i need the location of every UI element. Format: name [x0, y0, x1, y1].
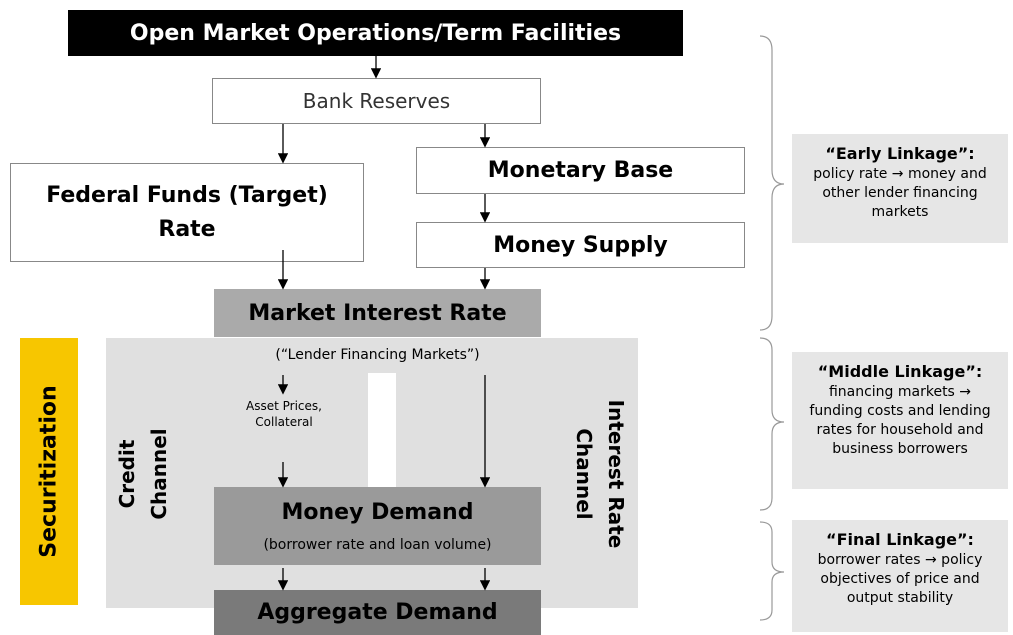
aggregate-demand-box: Aggregate Demand	[214, 590, 541, 635]
linkage-line: other lender financing	[822, 185, 978, 201]
securitization-box	[20, 338, 78, 605]
linkage-box: “Final Linkage”: borrower rates → policy o…	[792, 520, 1008, 632]
market-rate-box: Market Interest Rate	[214, 289, 541, 337]
label: Money Supply	[493, 232, 668, 258]
label: Collateral	[255, 415, 313, 429]
label: (borrower rate and loan volume)	[263, 536, 492, 553]
linkage-line: markets	[871, 204, 929, 220]
open-market-box: Open Market Operations/Term Facilities	[68, 10, 683, 56]
linkage-line: business borrowers	[832, 441, 968, 457]
label: (“Lender Financing Markets”)	[275, 347, 480, 363]
label: Open Market Operations/Term Facilities	[129, 20, 622, 46]
linkage-title: “Final Linkage”:	[826, 530, 974, 549]
money-demand-box: Money Demand (borrower rate and loan vol…	[214, 487, 541, 565]
label: Aggregate Demand	[257, 600, 498, 625]
money-supply-box: Money Supply	[416, 222, 745, 268]
label: Federal Funds (Target)	[46, 182, 328, 208]
linkage-line: output stability	[846, 590, 954, 606]
channel-gap	[368, 373, 396, 487]
label: Monetary Base	[487, 158, 674, 183]
linkage-title: “Early Linkage”:	[825, 144, 975, 163]
bank-reserves-box: Bank Reserves	[212, 78, 541, 124]
label: Asset Prices,	[246, 399, 322, 413]
market-rate-subtitle: (“Lender Financing Markets”)	[214, 343, 541, 367]
linkage-line: funding costs and lending	[809, 403, 991, 419]
linkage-title: “Middle Linkage”:	[817, 362, 983, 381]
linkage-line: rates for household and	[816, 422, 984, 438]
linkage-line: policy rate → money and	[813, 166, 987, 182]
monetary-base-box: Monetary Base	[416, 147, 745, 194]
linkage-line: financing markets →	[828, 384, 972, 400]
label: Bank Reserves	[302, 89, 451, 113]
arrows	[277, 56, 491, 591]
label: Money Demand	[281, 499, 474, 525]
label: Rate	[158, 216, 216, 242]
braces	[759, 35, 785, 621]
linkage-line: objectives of price and	[820, 571, 980, 587]
label: Market Interest Rate	[248, 300, 507, 326]
linkage-line: borrower rates → policy	[817, 552, 983, 568]
linkage-box: “Middle Linkage”: financing markets → fund…	[792, 352, 1008, 489]
federal-funds-box: Federal Funds (Target) Rate	[10, 163, 364, 262]
asset-prices: Asset Prices, Collateral	[214, 396, 354, 432]
linkage-box: “Early Linkage”: policy rate → money and o…	[792, 134, 1008, 243]
